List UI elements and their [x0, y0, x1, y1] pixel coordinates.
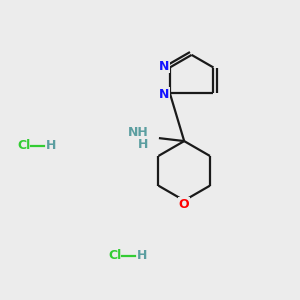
Text: N: N	[159, 59, 170, 73]
Text: Cl: Cl	[108, 249, 122, 262]
Text: H: H	[46, 139, 56, 152]
Text: H: H	[136, 249, 147, 262]
Text: Cl: Cl	[18, 139, 31, 152]
Text: NH: NH	[128, 126, 148, 139]
Text: H: H	[138, 138, 148, 151]
Text: N: N	[159, 88, 170, 101]
Text: O: O	[179, 198, 190, 211]
